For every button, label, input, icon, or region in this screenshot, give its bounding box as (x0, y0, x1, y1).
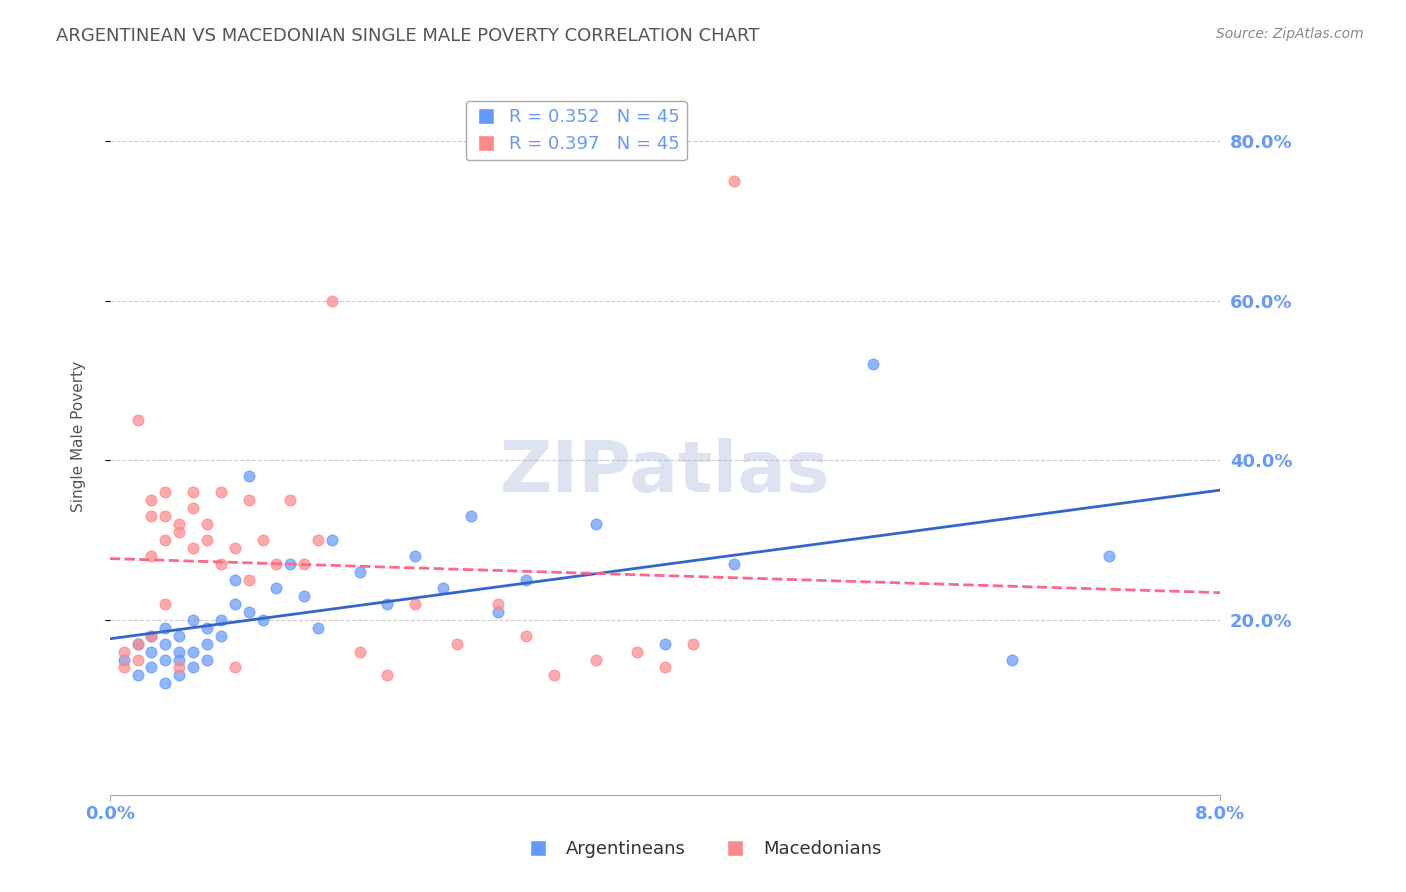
Argentineans (1098, 549, 1121, 563)
Argentineans (141, 629, 163, 643)
Macedonians (209, 557, 232, 571)
Argentineans (488, 605, 510, 619)
Macedonians (195, 516, 218, 531)
Macedonians (141, 629, 163, 643)
Argentineans (167, 668, 190, 682)
Macedonians (321, 293, 343, 308)
Argentineans (195, 636, 218, 650)
Macedonians (278, 493, 301, 508)
Argentineans (141, 644, 163, 658)
Macedonians (349, 644, 371, 658)
Argentineans (167, 644, 190, 658)
Macedonians (209, 485, 232, 500)
Macedonians (127, 636, 149, 650)
Argentineans (585, 516, 607, 531)
Macedonians (141, 493, 163, 508)
Argentineans (862, 358, 884, 372)
Text: ZIPatlas: ZIPatlas (501, 438, 830, 507)
Macedonians (292, 557, 315, 571)
Argentineans (141, 660, 163, 674)
Argentineans (432, 581, 454, 595)
Macedonians (446, 636, 468, 650)
Argentineans (515, 573, 537, 587)
Argentineans (155, 652, 177, 666)
Argentineans (127, 668, 149, 682)
Argentineans (307, 621, 329, 635)
Argentineans (209, 629, 232, 643)
Argentineans (181, 660, 204, 674)
Macedonians (112, 660, 135, 674)
Argentineans (460, 508, 482, 523)
Argentineans (349, 565, 371, 579)
Argentineans (278, 557, 301, 571)
Macedonians (377, 668, 399, 682)
Argentineans (224, 573, 246, 587)
Macedonians (167, 524, 190, 539)
Macedonians (252, 533, 274, 547)
Macedonians (112, 644, 135, 658)
Macedonians (238, 493, 260, 508)
Argentineans (1001, 652, 1024, 666)
Macedonians (238, 573, 260, 587)
Macedonians (155, 597, 177, 611)
Macedonians (224, 660, 246, 674)
Macedonians (141, 508, 163, 523)
Macedonians (167, 516, 190, 531)
Macedonians (307, 533, 329, 547)
Argentineans (155, 676, 177, 690)
Argentineans (167, 652, 190, 666)
Legend: R = 0.352   N = 45, R = 0.397   N = 45: R = 0.352 N = 45, R = 0.397 N = 45 (465, 101, 688, 161)
Macedonians (155, 485, 177, 500)
Argentineans (155, 621, 177, 635)
Macedonians (155, 508, 177, 523)
Argentineans (167, 629, 190, 643)
Macedonians (127, 652, 149, 666)
Text: ARGENTINEAN VS MACEDONIAN SINGLE MALE POVERTY CORRELATION CHART: ARGENTINEAN VS MACEDONIAN SINGLE MALE PO… (56, 27, 759, 45)
Argentineans (224, 597, 246, 611)
Macedonians (723, 174, 745, 188)
Macedonians (224, 541, 246, 555)
Argentineans (195, 621, 218, 635)
Argentineans (112, 652, 135, 666)
Argentineans (127, 636, 149, 650)
Argentineans (238, 605, 260, 619)
Macedonians (141, 549, 163, 563)
Argentineans (238, 469, 260, 483)
Argentineans (209, 613, 232, 627)
Macedonians (682, 636, 704, 650)
Argentineans (266, 581, 288, 595)
Macedonians (654, 660, 676, 674)
Argentineans (404, 549, 426, 563)
Macedonians (195, 533, 218, 547)
Argentineans (292, 589, 315, 603)
Macedonians (404, 597, 426, 611)
Text: Source: ZipAtlas.com: Source: ZipAtlas.com (1216, 27, 1364, 41)
Argentineans (195, 652, 218, 666)
Macedonians (181, 501, 204, 516)
Argentineans (155, 636, 177, 650)
Argentineans (377, 597, 399, 611)
Y-axis label: Single Male Poverty: Single Male Poverty (72, 360, 86, 512)
Argentineans (723, 557, 745, 571)
Argentineans (181, 613, 204, 627)
Argentineans (252, 613, 274, 627)
Macedonians (488, 597, 510, 611)
Macedonians (585, 652, 607, 666)
Macedonians (626, 644, 648, 658)
Macedonians (266, 557, 288, 571)
Macedonians (543, 668, 565, 682)
Macedonians (181, 541, 204, 555)
Macedonians (181, 485, 204, 500)
Macedonians (127, 413, 149, 427)
Argentineans (181, 644, 204, 658)
Macedonians (515, 629, 537, 643)
Macedonians (167, 660, 190, 674)
Argentineans (654, 636, 676, 650)
Argentineans (321, 533, 343, 547)
Macedonians (155, 533, 177, 547)
Legend: Argentineans, Macedonians: Argentineans, Macedonians (517, 833, 889, 865)
